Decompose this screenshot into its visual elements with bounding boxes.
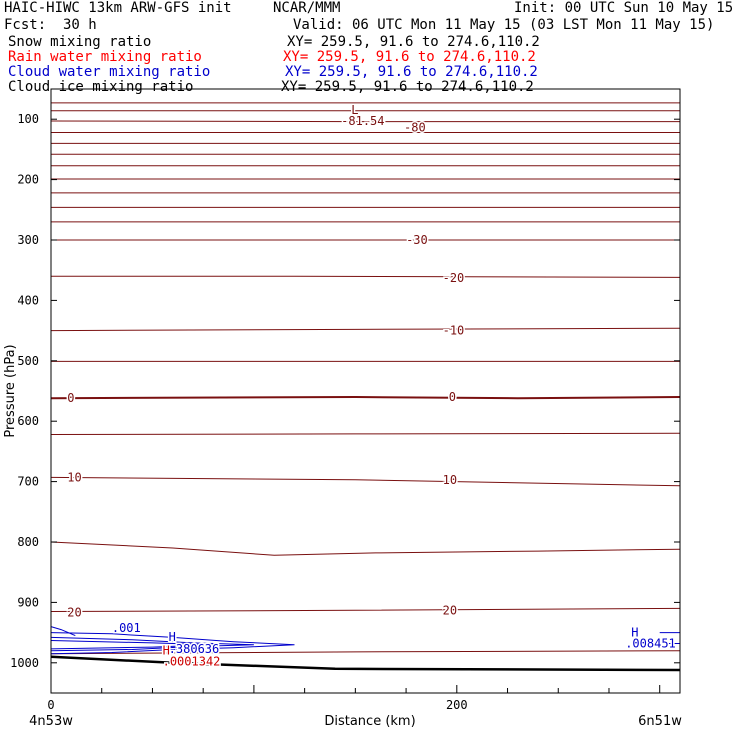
- plot-frame: [50, 88, 681, 694]
- y-tick-label: 700: [17, 475, 39, 489]
- isotherm-line: [50, 395, 681, 400]
- isotherm-line: [50, 120, 680, 123]
- field-cloudwater-name: Cloud water mixing ratio: [8, 64, 211, 80]
- contour-annotation: 10: [443, 473, 457, 487]
- left-endpoint-label: 4n53w: [29, 714, 73, 729]
- contour-annotation: 20: [67, 606, 81, 620]
- contour-annotation: .008451: [625, 636, 676, 650]
- isotherm-line: [50, 541, 681, 556]
- right-endpoint-label: 6n51w: [638, 714, 682, 729]
- y-axis-label: Pressure (hPa): [3, 344, 18, 437]
- header-fcst-label: Fcst:: [4, 17, 47, 33]
- contour-annotation: 0: [67, 391, 74, 405]
- y-tick-label: 400: [17, 293, 39, 307]
- cloud-water-contour: [50, 640, 214, 650]
- isotherm-line: [50, 476, 681, 487]
- y-tick-label: 500: [17, 354, 39, 368]
- y-tick-label: 300: [17, 233, 39, 247]
- contour-annotation: -81.54: [341, 114, 384, 128]
- contour-annotation: -20: [443, 271, 465, 285]
- contour-annotation: -10: [443, 324, 465, 338]
- y-tick-label: 200: [17, 173, 39, 187]
- contour-annotation: L: [351, 103, 358, 117]
- isotherm-line: [50, 607, 681, 612]
- header-model: HAIC-HIWC 13km ARW-GFS init: [4, 0, 232, 16]
- header-init: Init: 00 UTC Sun 10 May 15: [514, 0, 734, 16]
- cloud-water-contour: [50, 632, 295, 655]
- contour-annotation: 20: [443, 603, 457, 617]
- field-cloudice-name: Cloud ice mixing ratio: [8, 79, 194, 95]
- contour-annotation: H: [163, 644, 170, 658]
- contour-annotation: -30: [406, 233, 428, 247]
- header-valid: Valid: 06 UTC Mon 11 May 15 (03 LST Mon …: [293, 17, 715, 33]
- contour-annotation: -80: [404, 121, 426, 135]
- contour-annotation: .380636: [169, 642, 220, 656]
- contour-annotation: 10: [67, 470, 81, 484]
- isotherm-line: [51, 275, 681, 278]
- field-snow-name: Snow mixing ratio: [8, 34, 152, 50]
- field-rain-name: Rain water mixing ratio: [8, 49, 202, 65]
- cloud-water-contour: [50, 626, 76, 637]
- y-tick-label: 600: [17, 414, 39, 428]
- header-org: NCAR/MMM: [273, 0, 341, 16]
- y-tick-label: 100: [17, 112, 39, 126]
- cloud-water-contour: [50, 636, 254, 652]
- y-tick-label: 800: [17, 535, 39, 549]
- field-cloudice-xy: XY= 259.5, 91.6 to 274.6,110.2: [281, 79, 534, 95]
- field-snow-xy: XY= 259.5, 91.6 to 274.6,110.2: [287, 34, 540, 50]
- x-tick-label: 0: [47, 698, 54, 712]
- header-fcst-value: 30 h: [63, 17, 97, 33]
- isotherm-line: [50, 432, 681, 435]
- terrain-line: [50, 655, 681, 672]
- isotherm-line: [50, 650, 681, 655]
- contour-annotation: .0001342: [163, 655, 221, 669]
- isotherm-line: [50, 327, 681, 332]
- field-rain-xy: XY= 259.5, 91.6 to 274.6,110.2: [283, 49, 536, 65]
- x-axis-label: Distance (km): [324, 714, 415, 729]
- contour-annotation: .001: [112, 621, 141, 635]
- x-tick-label: 200: [446, 698, 468, 712]
- contour-annotation: H: [631, 626, 638, 640]
- contour-annotation: H: [169, 630, 176, 644]
- y-tick-label: 1000: [10, 656, 39, 670]
- y-tick-label: 900: [17, 595, 39, 609]
- field-cloudwater-xy: XY= 259.5, 91.6 to 274.6,110.2: [285, 64, 538, 80]
- contour-annotation: 0: [449, 390, 456, 404]
